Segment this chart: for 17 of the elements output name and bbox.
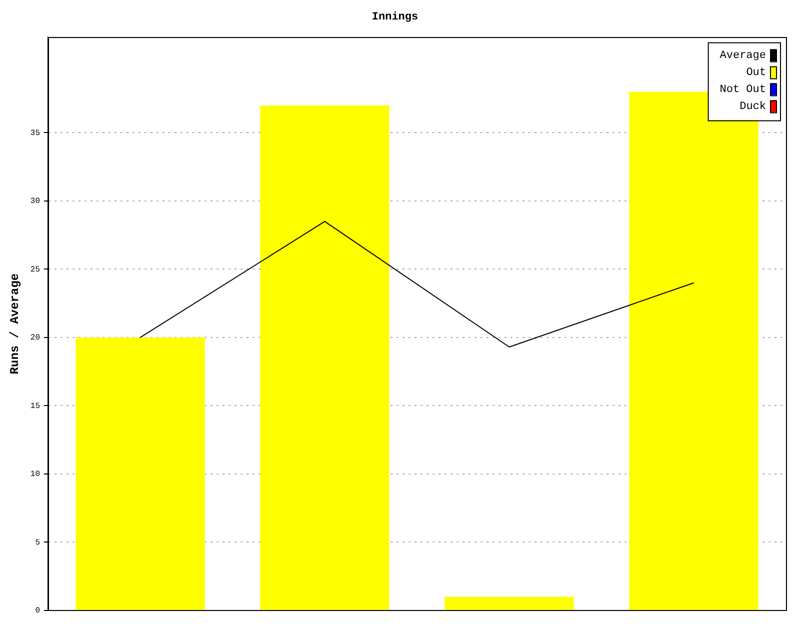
y-axis-title: Runs / Average	[8, 273, 22, 374]
y-tick-label: 35	[30, 128, 40, 138]
y-tick-label: 5	[35, 538, 40, 548]
bar	[444, 596, 574, 610]
legend-label: Out	[746, 67, 766, 80]
y-tick-label: 30	[30, 197, 40, 206]
legend-label: Not Out	[720, 84, 766, 96]
bar	[76, 337, 205, 610]
bar	[260, 105, 390, 610]
y-tick-label: 0	[35, 606, 40, 616]
chart-title: Innings	[372, 11, 418, 24]
y-tick-label: 20	[30, 334, 40, 343]
y-tick-label: 15	[30, 402, 40, 411]
legend-label: Average	[720, 50, 766, 62]
y-tick-label: 25	[30, 265, 40, 274]
legend-label: Duck	[740, 101, 766, 114]
y-tick-label: 10	[30, 470, 40, 480]
